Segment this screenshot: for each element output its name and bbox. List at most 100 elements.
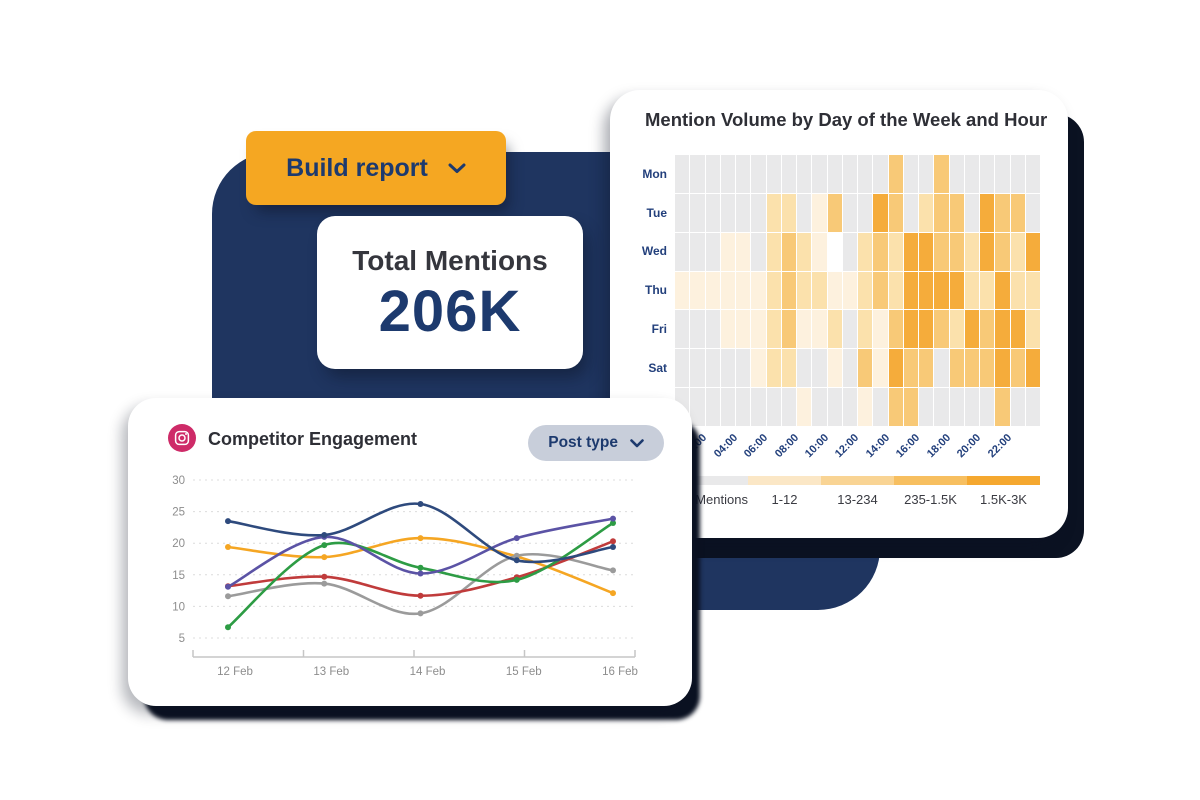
heatmap-cell[interactable] [781,388,796,426]
heatmap-cell[interactable] [858,155,873,193]
data-point[interactable] [417,592,424,599]
heatmap-cell[interactable] [919,388,934,426]
heatmap-cell[interactable] [781,271,796,310]
heatmap-cell[interactable] [842,310,857,349]
heatmap-cell[interactable] [720,310,735,349]
heatmap-cell[interactable] [705,388,720,426]
heatmap-cell[interactable] [980,388,995,426]
heatmap-cell[interactable] [934,193,949,232]
heatmap-cell[interactable] [980,193,995,232]
data-point[interactable] [610,515,616,522]
heatmap-cell[interactable] [964,155,979,193]
heatmap-cell[interactable] [888,232,903,271]
heatmap-cell[interactable] [751,155,766,193]
heatmap-cell[interactable] [751,271,766,310]
heatmap-cell[interactable] [995,155,1010,193]
heatmap-cell[interactable] [1025,349,1040,388]
heatmap-cell[interactable] [903,232,918,271]
data-point[interactable] [513,557,520,564]
heatmap-cell[interactable] [949,388,964,426]
data-point[interactable] [417,610,424,617]
heatmap-cell[interactable] [812,271,827,310]
heatmap-cell[interactable] [827,349,842,388]
heatmap-cell[interactable] [797,155,812,193]
post-type-dropdown[interactable]: Post type [528,425,664,461]
heatmap-cell[interactable] [736,349,751,388]
heatmap-cell[interactable] [812,232,827,271]
heatmap-cell[interactable] [766,271,781,310]
heatmap-cell[interactable] [903,271,918,310]
heatmap-cell[interactable] [720,388,735,426]
heatmap-cell[interactable] [751,310,766,349]
heatmap-cell[interactable] [903,155,918,193]
heatmap-cell[interactable] [888,388,903,426]
heatmap-cell[interactable] [827,310,842,349]
heatmap-cell[interactable] [888,310,903,349]
heatmap-cell[interactable] [690,193,705,232]
data-point[interactable] [417,501,424,507]
heatmap-cell[interactable] [675,349,690,388]
heatmap-cell[interactable] [766,388,781,426]
data-point[interactable] [321,573,328,580]
heatmap-cell[interactable] [964,310,979,349]
data-point[interactable] [321,554,328,561]
heatmap-cell[interactable] [705,349,720,388]
heatmap-cell[interactable] [751,349,766,388]
heatmap-cell[interactable] [827,388,842,426]
heatmap-cell[interactable] [919,349,934,388]
heatmap-cell[interactable] [858,310,873,349]
heatmap-cell[interactable] [690,349,705,388]
heatmap-cell[interactable] [1025,193,1040,232]
heatmap-cell[interactable] [797,310,812,349]
heatmap-cell[interactable] [675,310,690,349]
heatmap-cell[interactable] [903,310,918,349]
heatmap-cell[interactable] [903,349,918,388]
heatmap-cell[interactable] [797,232,812,271]
heatmap-cell[interactable] [964,349,979,388]
heatmap-cell[interactable] [797,193,812,232]
heatmap-cell[interactable] [858,271,873,310]
heatmap-cell[interactable] [1025,271,1040,310]
heatmap-cell[interactable] [751,388,766,426]
data-point[interactable] [513,576,520,583]
data-point[interactable] [225,593,231,600]
heatmap-cell[interactable] [980,349,995,388]
heatmap-cell[interactable] [766,232,781,271]
data-point[interactable] [225,624,231,631]
data-point[interactable] [610,520,616,526]
heatmap-cell[interactable] [812,388,827,426]
heatmap-cell[interactable] [873,155,888,193]
heatmap-cell[interactable] [720,349,735,388]
data-point[interactable] [225,518,231,525]
heatmap-cell[interactable] [797,349,812,388]
heatmap-cell[interactable] [934,232,949,271]
heatmap-cell[interactable] [1010,349,1025,388]
heatmap-cell[interactable] [995,310,1010,349]
heatmap-cell[interactable] [720,271,735,310]
heatmap-cell[interactable] [873,232,888,271]
heatmap-cell[interactable] [888,271,903,310]
heatmap-cell[interactable] [720,155,735,193]
heatmap-cell[interactable] [1025,155,1040,193]
heatmap-cell[interactable] [705,155,720,193]
heatmap-cell[interactable] [858,388,873,426]
heatmap-cell[interactable] [751,232,766,271]
heatmap-cell[interactable] [919,271,934,310]
heatmap-cell[interactable] [1025,232,1040,271]
heatmap-cell[interactable] [873,388,888,426]
heatmap-cell[interactable] [1010,232,1025,271]
heatmap-cell[interactable] [827,193,842,232]
heatmap-cell[interactable] [964,193,979,232]
heatmap-cell[interactable] [766,193,781,232]
heatmap-cell[interactable] [766,155,781,193]
heatmap-cell[interactable] [873,193,888,232]
heatmap-cell[interactable] [934,310,949,349]
heatmap-cell[interactable] [949,271,964,310]
heatmap-cell[interactable] [1010,310,1025,349]
heatmap-cell[interactable] [736,271,751,310]
heatmap-cell[interactable] [888,155,903,193]
heatmap-cell[interactable] [995,193,1010,232]
heatmap-cell[interactable] [720,232,735,271]
heatmap-cell[interactable] [934,271,949,310]
heatmap-cell[interactable] [842,271,857,310]
